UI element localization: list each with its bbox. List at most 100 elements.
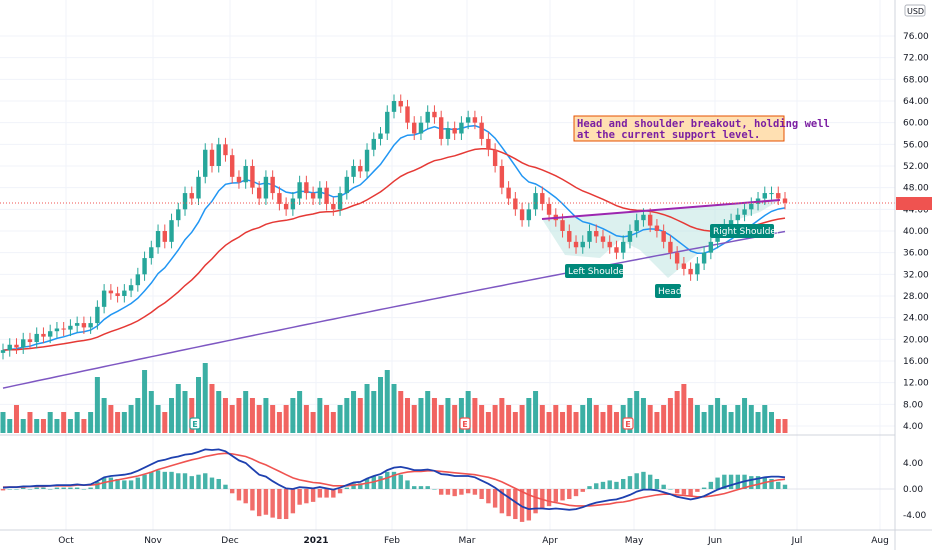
candle[interactable] [7,338,12,357]
candle[interactable] [701,246,707,270]
candle[interactable] [452,121,457,140]
candle[interactable] [519,202,525,227]
candle[interactable] [142,251,147,281]
candle[interactable] [364,143,370,178]
time-axis[interactable]: Oct Nov Dec 2021 Feb Mar Apr May Jun Jul Aug [58,536,889,546]
candle[interactable] [263,170,269,205]
candle[interactable] [614,240,619,260]
candle[interactable] [661,224,666,249]
candle[interactable] [735,208,741,227]
candle[interactable] [95,300,100,330]
candle[interactable] [108,284,114,300]
candle[interactable] [155,224,161,254]
candle[interactable] [479,116,484,146]
earnings-marker[interactable]: E [622,417,634,430]
ema-slow-line[interactable] [2,230,786,389]
candle[interactable] [688,262,693,281]
candle[interactable] [647,208,653,233]
candle[interactable] [270,170,275,200]
candle[interactable] [135,267,141,292]
candle[interactable] [695,257,700,281]
candle[interactable] [776,186,781,205]
candle[interactable] [47,324,53,344]
candle[interactable] [526,202,532,227]
macd-axis[interactable]: 4.00 0.00 -4.00 [903,459,927,521]
earnings-marker[interactable]: E [459,417,471,430]
candle[interactable] [621,235,626,260]
earnings-marker[interactable]: E [189,417,201,430]
candle[interactable] [149,240,154,265]
ema-fast-line[interactable] [2,124,786,351]
candle[interactable] [283,197,289,216]
candle[interactable] [230,148,235,184]
candle[interactable] [749,197,754,216]
candle[interactable] [189,186,194,205]
candle[interactable] [540,186,545,211]
candle[interactable] [331,197,336,216]
candle[interactable] [236,170,242,189]
candle[interactable] [674,246,680,270]
candle[interactable] [196,170,201,205]
candle[interactable] [14,338,19,354]
candle[interactable] [782,192,788,210]
candle[interactable] [627,224,633,249]
candle[interactable] [742,202,747,222]
right-shoulder-label[interactable]: Right Shoulder [710,224,780,238]
candle[interactable] [600,229,606,249]
candle[interactable] [122,284,127,303]
candle[interactable] [668,235,673,260]
candle[interactable] [594,224,599,243]
candle[interactable] [216,137,221,173]
candle[interactable] [290,192,296,216]
candle[interactable] [546,197,552,222]
candle[interactable] [176,202,181,227]
candle[interactable] [277,186,282,211]
candle[interactable] [769,186,774,200]
candle[interactable] [587,224,592,249]
candle[interactable] [209,143,215,173]
candle[interactable] [513,192,518,216]
candle[interactable] [607,235,612,254]
candle[interactable] [351,159,356,184]
candle[interactable] [74,316,80,333]
candle[interactable] [0,343,6,360]
candle[interactable] [486,132,491,157]
candle[interactable] [459,116,464,140]
neckline-trendline[interactable] [541,199,781,220]
candle[interactable] [634,213,639,238]
candle[interactable] [81,316,87,334]
candle[interactable] [499,159,505,195]
candle[interactable] [250,159,255,195]
candle[interactable] [445,121,451,146]
candle[interactable] [708,235,714,260]
candle[interactable] [41,327,46,344]
candle[interactable] [681,257,687,276]
candle[interactable] [101,284,107,314]
candle[interactable] [438,110,444,146]
currency-badge[interactable]: USD [904,4,926,17]
candle[interactable] [654,219,660,238]
annotation-box[interactable]: Head and shoulder breakout, holding well… [573,115,830,142]
candle[interactable] [573,235,579,254]
candle[interactable] [567,224,572,249]
candle[interactable] [398,94,403,113]
candle[interactable] [310,186,316,205]
signal-line[interactable] [3,452,786,507]
candle[interactable] [182,186,188,216]
candle[interactable] [68,319,73,337]
candle[interactable] [391,94,397,119]
candle[interactable] [465,110,471,130]
candle[interactable] [418,116,424,140]
candle[interactable] [169,213,174,249]
candle[interactable] [297,175,302,205]
candle[interactable] [223,137,228,162]
candle[interactable] [580,235,585,254]
candle[interactable] [243,159,248,189]
candle[interactable] [256,181,262,205]
price-axis[interactable]: 76.00 72.00 68.00 64.00 60.00 56.00 52.00 48.00… [903,32,929,432]
candle[interactable] [317,181,323,205]
candle[interactable] [378,127,383,146]
candle[interactable] [412,116,417,140]
